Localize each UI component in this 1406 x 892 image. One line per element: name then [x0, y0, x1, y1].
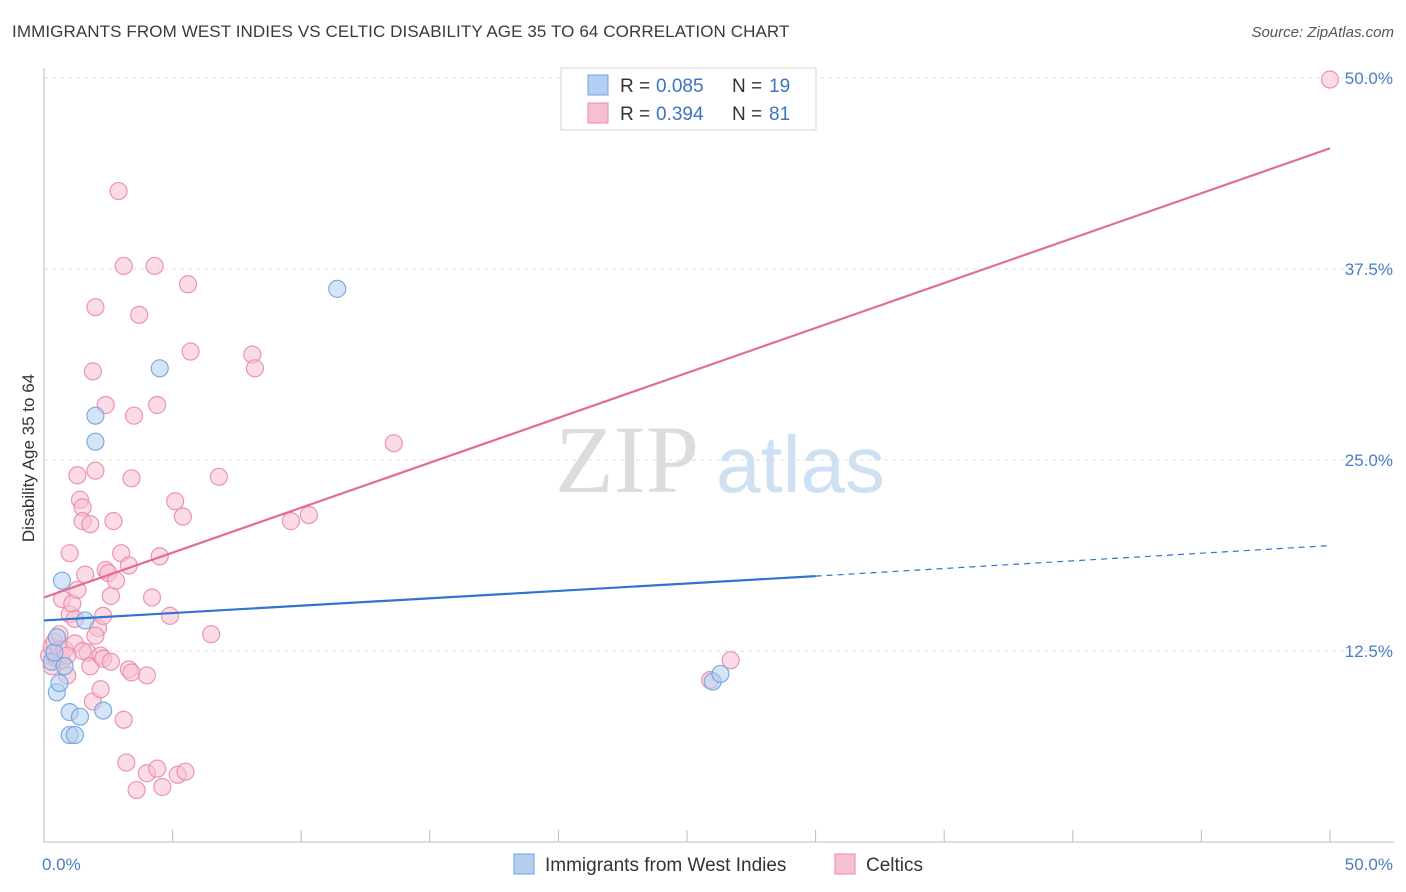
celtics-point — [101, 652, 120, 671]
celtics-point — [209, 467, 228, 486]
y-tick-label: 25.0% — [1345, 451, 1393, 470]
celtics-point — [114, 710, 133, 729]
celtics-point — [299, 505, 319, 525]
watermark: ZIP atlas — [555, 406, 885, 513]
west-indies-point — [328, 279, 347, 298]
celtics-point — [281, 512, 301, 531]
trend-lines — [43, 147, 1331, 622]
celtics-point — [114, 256, 133, 276]
west-indies-point — [52, 571, 72, 590]
west-indies-point — [86, 432, 105, 451]
series-legend: Immigrants from West Indies Celtics — [513, 853, 923, 876]
watermark-zip: ZIP — [555, 406, 699, 513]
chart-source: Source: ZipAtlas.com — [1251, 24, 1394, 41]
celtics-point — [178, 275, 198, 294]
celtics-point — [384, 434, 403, 453]
west-indies-point — [86, 406, 105, 425]
west-indies-point — [150, 359, 169, 378]
celtics-point — [104, 512, 123, 531]
legend-box: R = 0.085 N = 19 R = 0.394 N = 81 — [560, 67, 817, 131]
celtics-point — [1320, 70, 1340, 89]
legend-r-value: 0.085 — [656, 76, 704, 97]
x-tick-label: 0.0% — [42, 855, 81, 874]
celtics-point — [166, 492, 185, 511]
celtics-point — [86, 298, 105, 317]
legend-swatch-west-indies — [587, 74, 609, 96]
grid-lines — [44, 77, 1394, 652]
series-legend-label-celtics: Celtics — [866, 855, 923, 876]
legend-n-label: N = — [732, 76, 762, 97]
legend-swatch-celtics — [587, 102, 609, 124]
chart-title: IMMIGRANTS FROM WEST INDIES VS CELTIC DI… — [12, 22, 790, 41]
celtics-point — [86, 461, 105, 480]
celtics-point — [130, 305, 149, 324]
celtics-point — [83, 362, 102, 381]
series-legend-label-west-indies: Immigrants from West Indies — [545, 855, 786, 876]
celtics-point — [160, 606, 180, 625]
west-indies-point — [711, 664, 730, 684]
celtics-point — [73, 641, 92, 661]
y-tick-label: 12.5% — [1345, 642, 1393, 661]
west-indies-point — [50, 673, 69, 693]
celtics-point — [81, 515, 100, 534]
celtics-trend-line — [43, 147, 1331, 599]
celtics-point — [148, 395, 167, 415]
legend-n-value: 19 — [769, 76, 790, 97]
celtics-point — [145, 256, 164, 276]
celtics-point — [91, 680, 110, 699]
legend-r-value: 0.394 — [656, 104, 704, 125]
celtics-point — [181, 342, 200, 361]
celtics-point — [68, 466, 87, 485]
celtics-point — [721, 651, 740, 670]
watermark-atlas: atlas — [716, 420, 885, 509]
x-tick-label: 50.0% — [1345, 855, 1393, 874]
celtics-point — [173, 507, 192, 526]
west-indies-point — [65, 725, 84, 745]
celtics-point — [176, 762, 195, 781]
celtics-point — [122, 663, 141, 682]
axes — [43, 68, 1394, 843]
west-indies-point — [55, 657, 74, 676]
legend-r-label: R = — [620, 104, 650, 125]
celtics-point — [202, 625, 221, 644]
series-legend-swatch-west-indies — [513, 853, 535, 875]
celtics-point — [86, 626, 105, 645]
west-indies-point — [47, 628, 66, 647]
legend-n-label: N = — [732, 104, 762, 125]
tick-labels: 12.5% 25.0% 37.5% 50.0% 0.0% 50.0% — [42, 69, 1393, 874]
celtics-point — [153, 777, 172, 797]
celtics-point — [148, 759, 167, 778]
west-indies-trend-line — [43, 575, 816, 622]
y-axis-title: Disability Age 35 to 64 — [19, 374, 38, 542]
celtics-point — [109, 181, 128, 201]
west-indies-point — [76, 611, 95, 630]
celtics-point — [142, 588, 162, 607]
celtics-point — [60, 544, 79, 563]
y-tick-label: 50.0% — [1345, 69, 1393, 88]
west-indies-point — [70, 707, 90, 726]
west-indies-point — [94, 701, 113, 720]
data-points — [40, 70, 1340, 800]
celtics-point — [137, 666, 156, 685]
celtics-point — [117, 753, 136, 772]
celtics-point — [124, 406, 144, 425]
celtics-point — [101, 586, 120, 606]
celtics-point — [122, 469, 141, 488]
legend-n-value: 81 — [769, 104, 790, 125]
celtics-point — [127, 780, 146, 800]
west-indies-trend-extension — [815, 544, 1331, 577]
series-legend-swatch-celtics — [834, 853, 856, 875]
legend-r-label: R = — [620, 76, 650, 97]
y-tick-label: 37.5% — [1345, 260, 1393, 279]
celtics-point — [245, 359, 265, 378]
